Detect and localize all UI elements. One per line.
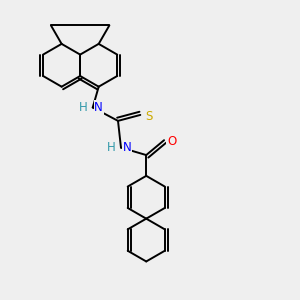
Text: O: O xyxy=(167,135,176,148)
Text: N: N xyxy=(122,141,131,154)
Text: H: H xyxy=(107,141,116,154)
Text: S: S xyxy=(145,110,152,123)
Text: N: N xyxy=(94,101,103,114)
Text: H: H xyxy=(79,101,87,114)
